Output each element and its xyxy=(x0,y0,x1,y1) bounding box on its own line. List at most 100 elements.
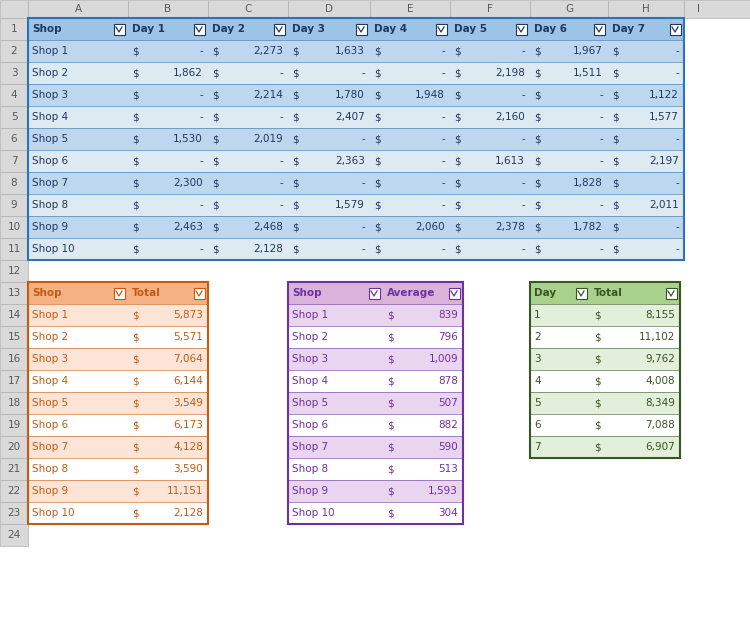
Bar xyxy=(0,392,28,414)
Bar xyxy=(370,106,450,128)
Bar xyxy=(28,172,128,194)
Text: Day: Day xyxy=(534,288,556,298)
Text: -: - xyxy=(362,222,365,232)
Text: Shop 7: Shop 7 xyxy=(32,178,68,188)
Bar xyxy=(128,216,208,238)
Text: -: - xyxy=(441,200,445,210)
Bar xyxy=(370,62,450,84)
Text: -: - xyxy=(200,200,203,210)
Text: $: $ xyxy=(612,156,619,166)
Bar xyxy=(0,172,28,194)
Bar xyxy=(288,304,383,326)
Bar xyxy=(608,216,684,238)
Bar xyxy=(288,62,370,84)
Text: $: $ xyxy=(132,332,139,342)
Text: Shop 8: Shop 8 xyxy=(32,200,68,210)
Text: Shop 2: Shop 2 xyxy=(292,332,328,342)
Text: 23: 23 xyxy=(8,508,21,518)
Text: $: $ xyxy=(612,222,619,232)
Bar xyxy=(530,370,590,392)
Text: $: $ xyxy=(534,244,541,254)
Text: $: $ xyxy=(594,420,601,430)
Text: -: - xyxy=(441,68,445,78)
Text: 22: 22 xyxy=(8,486,21,496)
Text: 16: 16 xyxy=(8,354,21,364)
Text: -: - xyxy=(279,178,283,188)
Bar xyxy=(450,128,530,150)
Bar xyxy=(530,40,608,62)
Text: 839: 839 xyxy=(438,310,458,320)
Text: 1,780: 1,780 xyxy=(335,90,365,100)
Text: $: $ xyxy=(387,310,394,320)
Text: -: - xyxy=(441,156,445,166)
Text: 11: 11 xyxy=(8,244,21,254)
Text: Day 7: Day 7 xyxy=(612,24,645,34)
Text: 5: 5 xyxy=(534,398,541,408)
Text: $: $ xyxy=(374,112,380,122)
Bar xyxy=(530,128,608,150)
Bar xyxy=(208,62,288,84)
Bar xyxy=(530,62,608,84)
Bar xyxy=(28,150,128,172)
Bar xyxy=(28,392,128,414)
Text: 4,128: 4,128 xyxy=(173,442,203,452)
Bar xyxy=(128,414,208,436)
Text: 2,378: 2,378 xyxy=(495,222,525,232)
Text: $: $ xyxy=(612,46,619,56)
Bar xyxy=(530,172,608,194)
Text: $: $ xyxy=(212,178,219,188)
Text: Shop 9: Shop 9 xyxy=(292,486,328,496)
Bar xyxy=(0,436,28,458)
Bar xyxy=(128,194,208,216)
Text: Total: Total xyxy=(594,288,622,298)
Bar xyxy=(0,370,28,392)
Text: $: $ xyxy=(292,156,298,166)
Text: $: $ xyxy=(132,156,139,166)
Text: $: $ xyxy=(132,178,139,188)
Text: 1,009: 1,009 xyxy=(428,354,458,364)
Text: Shop 4: Shop 4 xyxy=(32,376,68,386)
Text: $: $ xyxy=(454,244,460,254)
Text: 8,155: 8,155 xyxy=(645,310,675,320)
Text: Shop 5: Shop 5 xyxy=(32,398,68,408)
Bar xyxy=(28,84,128,106)
Text: $: $ xyxy=(454,46,460,56)
Bar xyxy=(356,24,367,34)
Bar xyxy=(370,216,450,238)
Bar xyxy=(0,40,28,62)
Bar xyxy=(208,216,288,238)
Text: -: - xyxy=(675,134,679,144)
Bar xyxy=(113,24,125,34)
Text: 17: 17 xyxy=(8,376,21,386)
Bar xyxy=(608,172,684,194)
Text: Shop: Shop xyxy=(292,288,322,298)
Bar xyxy=(0,524,28,546)
Bar xyxy=(128,0,208,18)
Text: $: $ xyxy=(454,156,460,166)
Bar xyxy=(28,348,128,370)
Text: 2,300: 2,300 xyxy=(173,178,203,188)
Bar xyxy=(530,282,680,458)
Text: 2,128: 2,128 xyxy=(253,244,283,254)
Bar xyxy=(370,18,450,40)
Bar xyxy=(383,326,463,348)
Bar xyxy=(288,40,370,62)
Bar xyxy=(113,288,125,298)
Bar xyxy=(288,436,383,458)
Text: 1,948: 1,948 xyxy=(416,90,445,100)
Bar xyxy=(383,502,463,524)
Bar xyxy=(530,0,608,18)
Text: -: - xyxy=(441,112,445,122)
Bar xyxy=(208,172,288,194)
Text: -: - xyxy=(521,244,525,254)
Bar xyxy=(383,414,463,436)
Bar xyxy=(530,326,590,348)
Bar xyxy=(0,348,28,370)
Bar xyxy=(450,84,530,106)
Bar xyxy=(28,0,128,18)
Text: -: - xyxy=(279,112,283,122)
Bar xyxy=(608,84,684,106)
Text: I: I xyxy=(698,4,700,14)
Bar xyxy=(28,304,128,326)
Bar xyxy=(590,304,680,326)
